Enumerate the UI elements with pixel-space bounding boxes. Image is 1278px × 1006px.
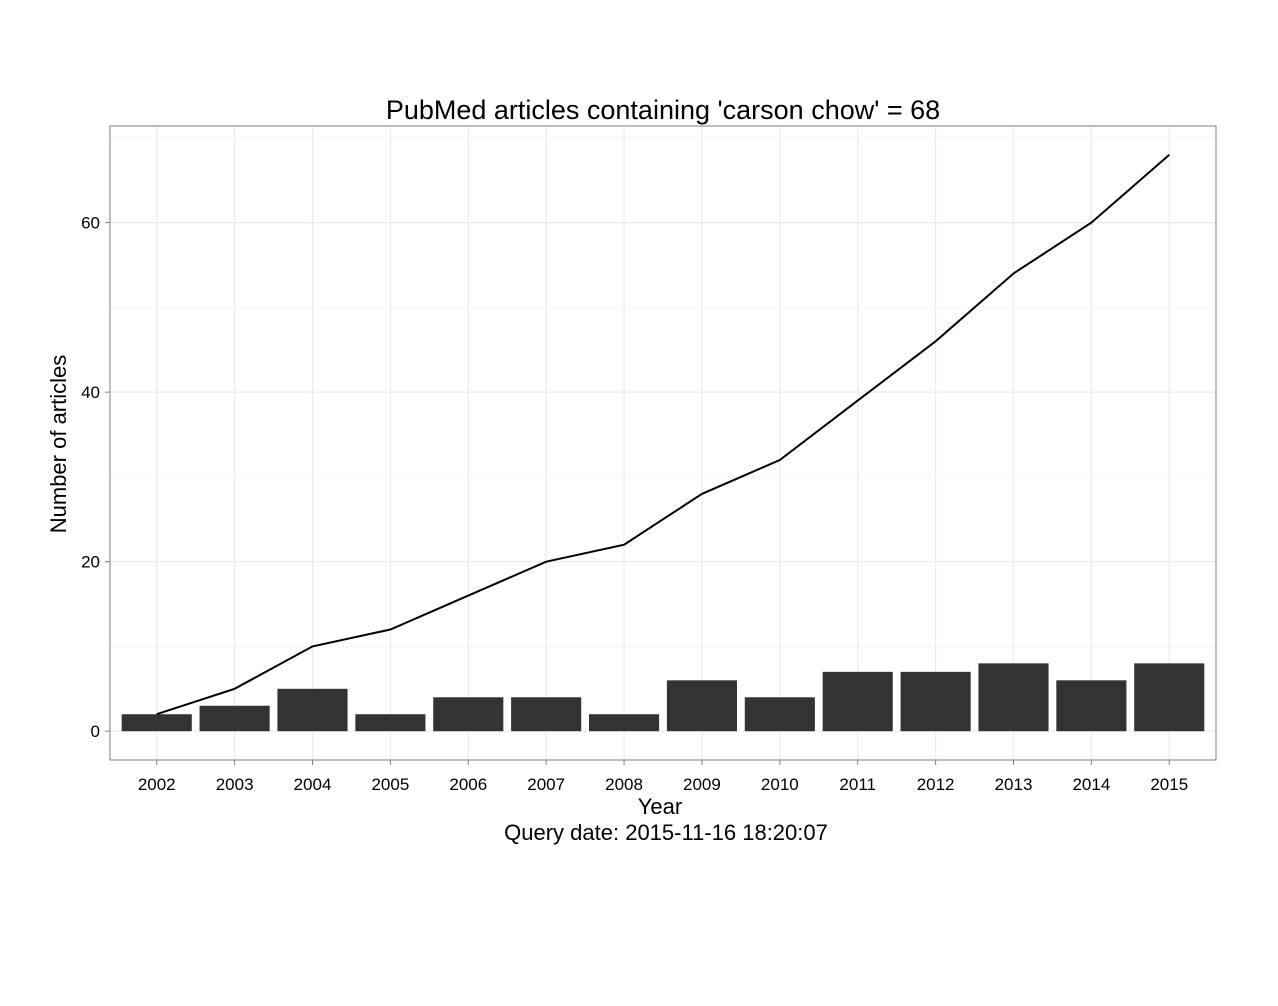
bar-2014 (1056, 680, 1127, 732)
x-tick-label: 2008 (605, 775, 643, 794)
cumulative-line (156, 154, 1170, 716)
bar-2010 (744, 697, 815, 732)
x-tick-label: 2011 (839, 775, 876, 794)
chart-title: PubMed articles containing 'carson chow'… (386, 95, 940, 125)
y-tick-label: 20 (81, 553, 100, 572)
x-tick-label: 2010 (761, 775, 799, 794)
bar-2009 (666, 680, 737, 732)
bar-layer (121, 663, 1205, 732)
y-axis-title: Number of articles (46, 355, 71, 534)
bar-2007 (511, 697, 582, 732)
y-tick-label: 60 (81, 214, 100, 233)
bar-2004 (277, 688, 348, 732)
x-tick-label: 2013 (995, 775, 1033, 794)
bar-2006 (433, 697, 504, 732)
bar-2002 (121, 714, 192, 732)
x-axis: 2002 2003 2004 2005 2006 2007 2008 2009 2010 2011… (138, 760, 1188, 794)
y-axis: 0 20 40 60 (81, 214, 110, 741)
x-tick-label: 2004 (294, 775, 332, 794)
x-tick-label: 2015 (1150, 775, 1188, 794)
bar-2015 (1134, 663, 1205, 732)
x-tick-label: 2006 (449, 775, 487, 794)
line-layer (156, 154, 1170, 716)
bar-2011 (822, 671, 893, 732)
x-axis-title: Year (638, 794, 682, 819)
bar-2008 (589, 714, 660, 732)
y-tick-label: 40 (81, 383, 100, 402)
bar-2012 (900, 671, 971, 732)
x-tick-label: 2007 (527, 775, 565, 794)
x-tick-label: 2009 (683, 775, 721, 794)
bar-2013 (978, 663, 1049, 732)
bar-2003 (199, 705, 270, 732)
x-tick-label: 2012 (917, 775, 955, 794)
bar-2005 (355, 714, 426, 732)
plot-panel-border (109, 125, 1217, 761)
x-tick-label: 2005 (371, 775, 409, 794)
x-tick-label: 2014 (1072, 775, 1110, 794)
query-date-caption: Query date: 2015-11-16 18:20:07 (504, 820, 828, 845)
grid-layer (110, 126, 1216, 760)
x-tick-label: 2003 (216, 775, 254, 794)
y-tick-label: 0 (91, 722, 100, 741)
x-tick-label: 2002 (138, 775, 176, 794)
